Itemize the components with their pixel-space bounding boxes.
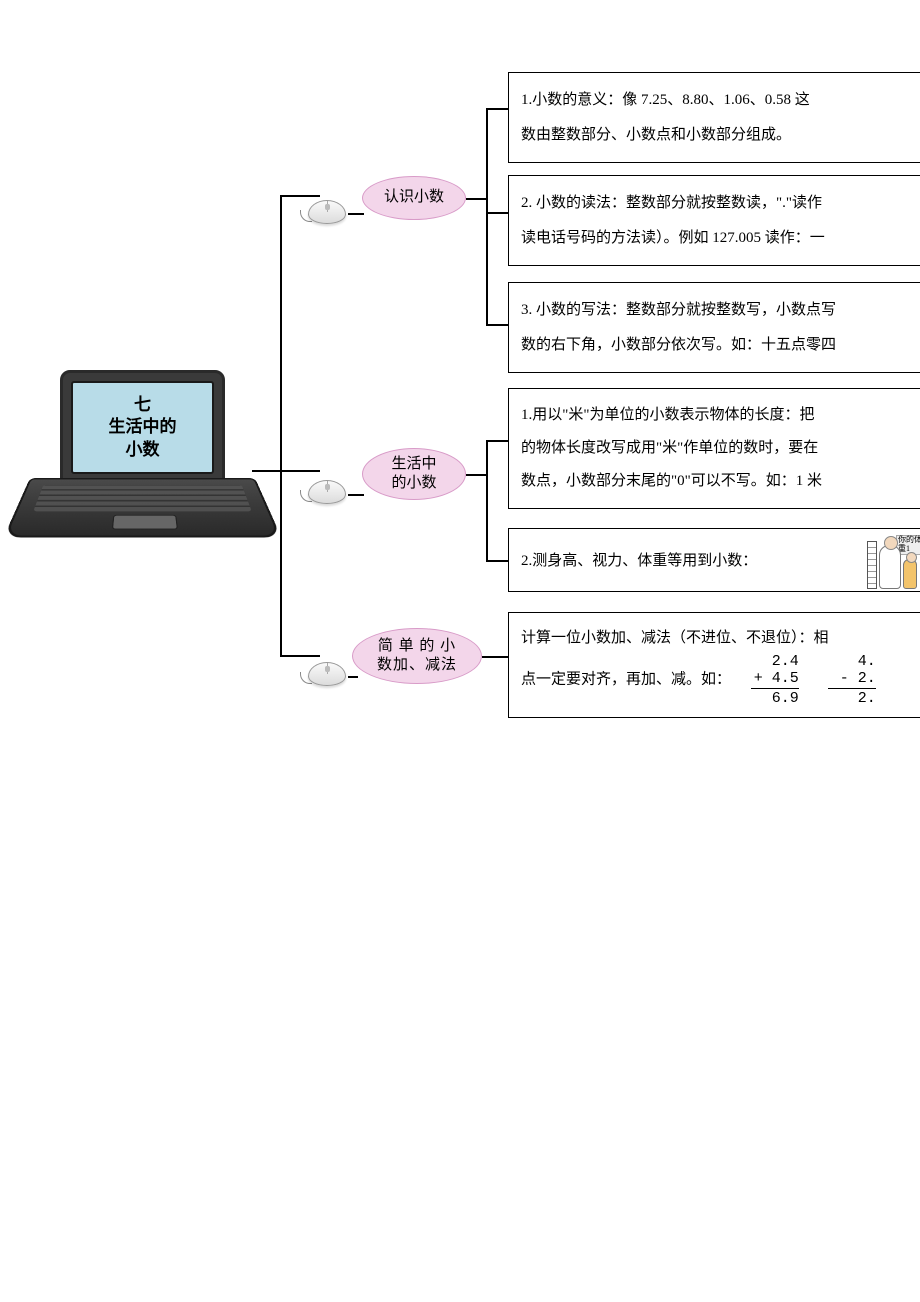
laptop-icon: 七 生活中的 小数 (30, 370, 255, 570)
content-box-2-1: 1.用以"米"为单位的小数表示物体的长度：把 的物体长度改写成用"米"作单位的数… (508, 388, 920, 509)
height-ruler-icon (867, 541, 877, 589)
section-badge-1-label: 认识小数 (384, 188, 444, 208)
doctor-measurement-icon: 你的体 重1 (860, 535, 920, 589)
content-text: 1.用以"米"为单位的小数表示物体的长度：把 的物体长度改写成用"米"作单位的数… (521, 407, 822, 489)
connector-line (280, 195, 320, 197)
connector-line (280, 195, 282, 655)
connector-line (280, 470, 320, 472)
section-badge-2: 生活中 的小数 (362, 448, 466, 500)
laptop-keyboard (33, 485, 252, 511)
connector-line (280, 655, 320, 657)
connector-line (486, 212, 508, 214)
root-title-line3: 小数 (126, 439, 160, 461)
root-title-line2: 生活中的 (109, 416, 177, 438)
connector-line (348, 676, 358, 678)
arith-sub-b: - 2. (828, 670, 876, 687)
arith-sub-sum: 2. (828, 688, 876, 707)
connector-line (466, 474, 486, 476)
content-text: 2.测身高、视力、体重等用到小数： (521, 553, 757, 569)
connector-line (486, 560, 508, 562)
section-badge-3-label: 简 单 的 小 数加、减法 (377, 637, 457, 676)
root-title-line1: 七 (134, 394, 151, 416)
doctor-figure-icon (879, 545, 901, 589)
mouse-icon (300, 662, 346, 692)
section-badge-1: 认识小数 (362, 176, 466, 220)
connector-line (486, 440, 508, 442)
connector-line (348, 494, 364, 496)
section-badge-2-label: 生活中 的小数 (391, 455, 436, 494)
connector-line (482, 656, 508, 658)
content-text: 3. 小数的写法：整数部分就按整数写，小数点写 数的右下角，小数部分依次写。如：… (521, 302, 836, 353)
laptop-trackpad (112, 515, 178, 530)
content-box-2-2: 2.测身高、视力、体重等用到小数： 你的体 重1 (508, 528, 920, 592)
section-badge-3: 简 单 的 小 数加、减法 (352, 628, 482, 684)
arithmetic-example: 2.4 + 4.5 6.9 4. - 2. 2. (741, 653, 886, 707)
mouse-icon (300, 480, 346, 510)
child-figure-icon (903, 559, 917, 589)
arith-sub-a: 4. (828, 653, 876, 670)
laptop-lid: 七 生活中的 小数 (60, 370, 225, 485)
laptop-screen: 七 生活中的 小数 (71, 381, 214, 474)
connector-line (486, 440, 488, 560)
content-box-1-3: 3. 小数的写法：整数部分就按整数写，小数点写 数的右下角，小数部分依次写。如：… (508, 282, 920, 373)
connector-line (466, 198, 486, 200)
laptop-base (3, 478, 281, 538)
content-text: 2. 小数的读法：整数部分就按整数读，"."读作 读电话号码的方法读）。例如 1… (521, 195, 825, 246)
mouse-icon (300, 200, 346, 230)
connector-line (486, 324, 508, 326)
connector-line (486, 108, 508, 110)
arith-add-b: + 4.5 (751, 670, 799, 687)
content-box-1-2: 2. 小数的读法：整数部分就按整数读，"."读作 读电话号码的方法读）。例如 1… (508, 175, 920, 266)
arith-add-a: 2.4 (751, 653, 799, 670)
arith-add-sum: 6.9 (751, 688, 799, 707)
connector-line (252, 470, 282, 472)
connector-line (486, 108, 488, 324)
connector-line (348, 213, 364, 215)
mindmap-diagram: 七 生活中的 小数 认识小数 1.小数的意义：像 7.25、8.80、1.06、… (0, 0, 920, 800)
content-box-3-1: 计算一位小数加、减法（不进位、不退位）：相 点一定要对齐，再加、减。如： 2.4… (508, 612, 920, 718)
content-text: 1.小数的意义：像 7.25、8.80、1.06、0.58 这 数由整数部分、小… (521, 92, 810, 143)
content-box-1-1: 1.小数的意义：像 7.25、8.80、1.06、0.58 这 数由整数部分、小… (508, 72, 920, 163)
